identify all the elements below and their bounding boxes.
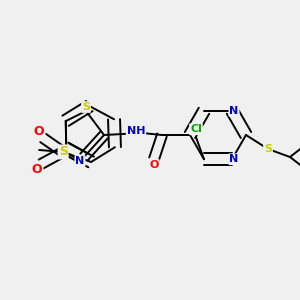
Text: Cl: Cl — [190, 124, 202, 134]
Text: O: O — [34, 125, 44, 139]
Text: O: O — [149, 160, 159, 170]
Text: N: N — [75, 156, 85, 166]
Text: S: S — [58, 146, 68, 158]
Text: NH: NH — [127, 126, 145, 136]
Text: S: S — [264, 144, 272, 154]
Text: O: O — [32, 164, 42, 176]
Text: N: N — [230, 106, 238, 116]
Text: N: N — [230, 154, 238, 164]
Text: S: S — [82, 102, 90, 112]
